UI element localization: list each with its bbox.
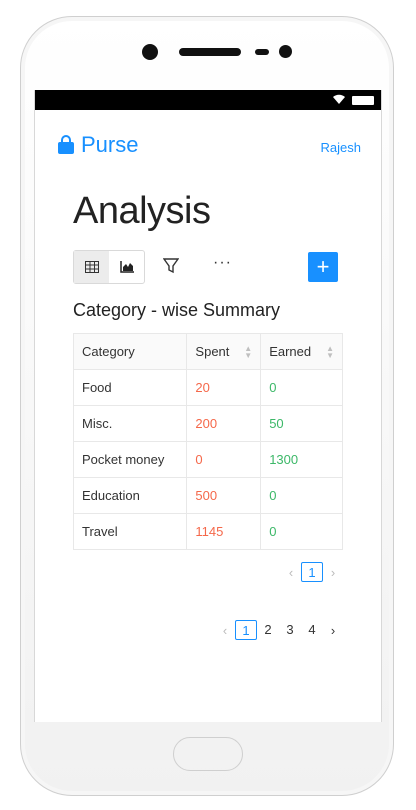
table-header-row: Category Spent ▲ ▼ Earned ▲ ▼ [72, 333, 343, 370]
spent-cell: 20 [186, 369, 262, 406]
category-cell: Pocket money [72, 441, 188, 478]
table-row: Food 20 0 [72, 369, 343, 406]
page-1-button[interactable]: 1 [235, 620, 257, 640]
page-4-button[interactable]: 4 [308, 622, 316, 637]
page-title: Analysis [73, 190, 211, 232]
view-toolbar: ··· + [73, 250, 343, 284]
app-screen: Purse Rajesh Analysis [34, 90, 382, 722]
light-sensor [279, 45, 292, 58]
front-camera [142, 44, 158, 60]
spent-cell: 0 [186, 441, 262, 478]
category-cell: Food [72, 369, 188, 406]
page-3-button[interactable]: 3 [286, 622, 294, 637]
prev-page-icon[interactable]: ‹ [288, 564, 294, 580]
page-pagination: ‹ 1 2 3 4 › [215, 620, 343, 640]
column-header-spent[interactable]: Spent ▲ ▼ [186, 333, 262, 370]
earpiece-speaker [179, 48, 241, 56]
brand-logo[interactable]: Purse [57, 132, 138, 158]
more-options-icon[interactable]: ··· [213, 254, 232, 271]
table-pagination: ‹ 1 › [281, 562, 343, 582]
earned-cell: 0 [260, 369, 343, 406]
battery-icon [352, 96, 374, 105]
sort-icon[interactable]: ▲ ▼ [326, 343, 334, 360]
chart-view-button[interactable] [109, 251, 144, 283]
user-menu[interactable]: Rajesh [320, 140, 361, 155]
table-row: Pocket money 0 1300 [72, 441, 343, 478]
spent-cell: 200 [186, 405, 262, 442]
category-cell: Misc. [72, 405, 188, 442]
earned-cell: 0 [260, 513, 343, 550]
table-row: Misc. 200 50 [72, 405, 343, 442]
page-2-button[interactable]: 2 [264, 622, 272, 637]
spent-cell: 1145 [186, 513, 262, 550]
category-cell: Education [72, 477, 188, 514]
filter-icon[interactable] [163, 258, 179, 274]
category-cell: Travel [72, 513, 188, 550]
next-page-icon[interactable]: › [330, 564, 336, 580]
earned-cell: 0 [260, 477, 343, 514]
sort-icon[interactable]: ▲ ▼ [244, 343, 253, 360]
table-row: Travel 1145 0 [72, 513, 343, 550]
view-toggle [73, 250, 145, 284]
page-1-button[interactable]: 1 [301, 562, 323, 582]
area-chart-icon [119, 261, 134, 273]
table-icon [84, 261, 99, 273]
column-header-category: Category [72, 333, 188, 370]
spent-cell: 500 [186, 477, 262, 514]
brand-name: Purse [81, 132, 139, 157]
next-page-icon[interactable]: › [330, 622, 336, 638]
column-header-earned[interactable]: Earned ▲ ▼ [260, 333, 343, 370]
add-button[interactable]: + [308, 252, 338, 282]
proximity-sensor [255, 49, 269, 55]
earned-cell: 1300 [260, 441, 343, 478]
prev-page-icon[interactable]: ‹ [222, 622, 228, 638]
bag-icon [58, 135, 74, 154]
status-bar [35, 90, 381, 110]
category-summary-table: Category Spent ▲ ▼ Earned ▲ ▼ Food 20 0 Mi… [72, 333, 343, 550]
home-button[interactable] [173, 737, 243, 771]
earned-cell: 50 [260, 405, 343, 442]
table-view-button[interactable] [74, 251, 109, 283]
table-row: Education 500 0 [72, 477, 343, 514]
section-title: Category - wise Summary [73, 300, 281, 320]
wifi-icon [333, 94, 345, 104]
